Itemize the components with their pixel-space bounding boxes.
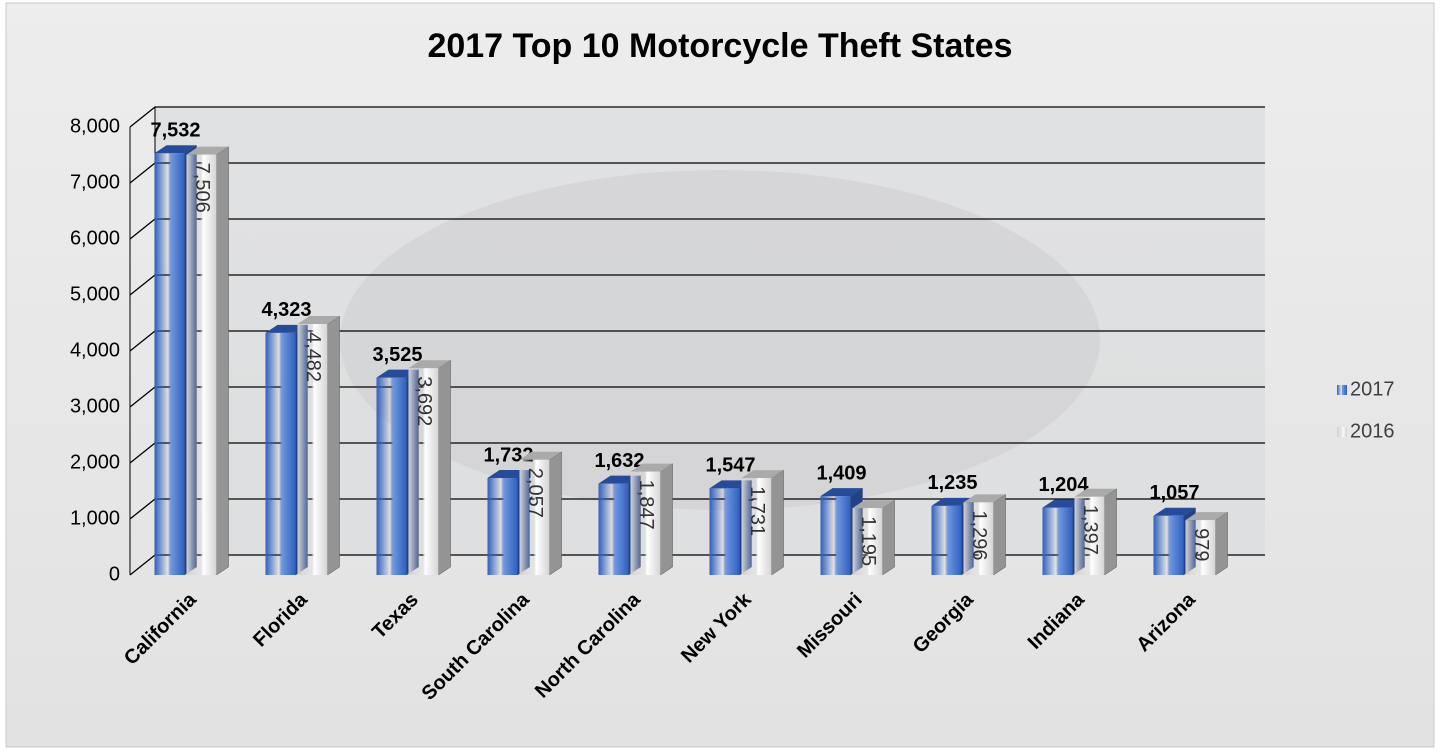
value-label: 2,057 — [524, 468, 546, 518]
bar — [265, 332, 296, 575]
y-tick-label: 2,000 — [70, 451, 120, 473]
bar — [741, 478, 772, 575]
bar-side — [1104, 488, 1117, 576]
y-tick-label: 0 — [109, 563, 120, 585]
bar — [630, 471, 661, 575]
legend-swatch — [1337, 427, 1347, 437]
bar-top — [186, 146, 229, 155]
bar-side — [882, 499, 895, 576]
bar — [709, 488, 740, 575]
bar-top — [154, 145, 197, 154]
value-label: 1,847 — [635, 480, 657, 530]
y-tick-label: 4,000 — [70, 339, 120, 361]
bar-top — [598, 475, 641, 484]
bar-top — [741, 470, 784, 479]
value-label: 1,632 — [594, 450, 644, 472]
bar-top — [408, 360, 451, 369]
bar — [487, 478, 518, 575]
bar-top — [265, 324, 308, 333]
bar-side — [549, 451, 562, 576]
value-label: 7,532 — [150, 119, 200, 141]
bar — [598, 483, 629, 575]
value-label: 1,296 — [968, 510, 990, 560]
grid-line — [129, 106, 1265, 128]
legend-label: 2017 — [1350, 378, 1395, 400]
bar-side — [327, 315, 340, 576]
bar-top — [1042, 499, 1085, 508]
value-label: 1,547 — [705, 455, 755, 477]
value-label: 979 — [1190, 528, 1212, 561]
y-tick-label: 8,000 — [70, 115, 120, 137]
bar — [376, 377, 407, 575]
bar — [1185, 520, 1216, 575]
bar-side — [771, 469, 784, 576]
bar-top — [852, 500, 895, 509]
y-tick-label: 5,000 — [70, 283, 120, 305]
bar — [1042, 507, 1073, 575]
bar-side — [660, 463, 673, 576]
bar — [1074, 496, 1105, 575]
bar-top — [376, 369, 419, 378]
bar-top — [1153, 507, 1196, 516]
bar-side — [438, 359, 451, 576]
value-label: 1,731 — [746, 486, 768, 536]
bar-top — [1074, 488, 1117, 497]
legend-swatch — [1337, 385, 1347, 395]
value-label: 1,397 — [1079, 505, 1101, 555]
bar-top — [931, 497, 974, 506]
bar-top — [519, 451, 562, 460]
bar — [154, 153, 185, 575]
value-label: 1,195 — [857, 516, 879, 566]
y-tick-label: 6,000 — [70, 227, 120, 249]
bar — [297, 324, 328, 575]
value-label: 1,235 — [927, 472, 977, 494]
bar-top — [630, 463, 673, 472]
legend-label: 2016 — [1350, 420, 1395, 442]
bar-side — [993, 493, 1006, 576]
y-tick-label: 7,000 — [70, 171, 120, 193]
value-label: 1,057 — [1149, 482, 1199, 504]
chart-title: 2017 Top 10 Motorcycle Theft States — [427, 27, 1012, 65]
value-label: 1,204 — [1038, 474, 1089, 496]
value-label: 4,323 — [261, 299, 311, 321]
y-tick-label: 1,000 — [70, 507, 120, 529]
bar — [820, 496, 851, 575]
bar — [408, 368, 439, 575]
value-label: 1,409 — [816, 462, 866, 484]
bar-side — [1215, 511, 1228, 576]
value-label: 4,482 — [302, 332, 324, 382]
bar-top — [963, 494, 1006, 503]
bar — [852, 508, 883, 575]
value-label: 3,692 — [413, 376, 435, 426]
value-label: 3,525 — [372, 344, 422, 366]
bar-top — [297, 316, 340, 325]
value-label: 7,506 — [191, 163, 213, 213]
bar-top — [820, 488, 863, 497]
bar — [963, 502, 994, 575]
bar — [519, 459, 550, 575]
bar-side — [216, 146, 229, 576]
bar-top — [709, 480, 752, 489]
bar — [931, 505, 962, 575]
y-tick-label: 3,000 — [70, 395, 120, 417]
bar-top — [1185, 512, 1228, 521]
bar-top — [487, 470, 530, 479]
bar — [186, 154, 217, 575]
bar — [1153, 515, 1184, 575]
background-photo — [340, 170, 1100, 510]
